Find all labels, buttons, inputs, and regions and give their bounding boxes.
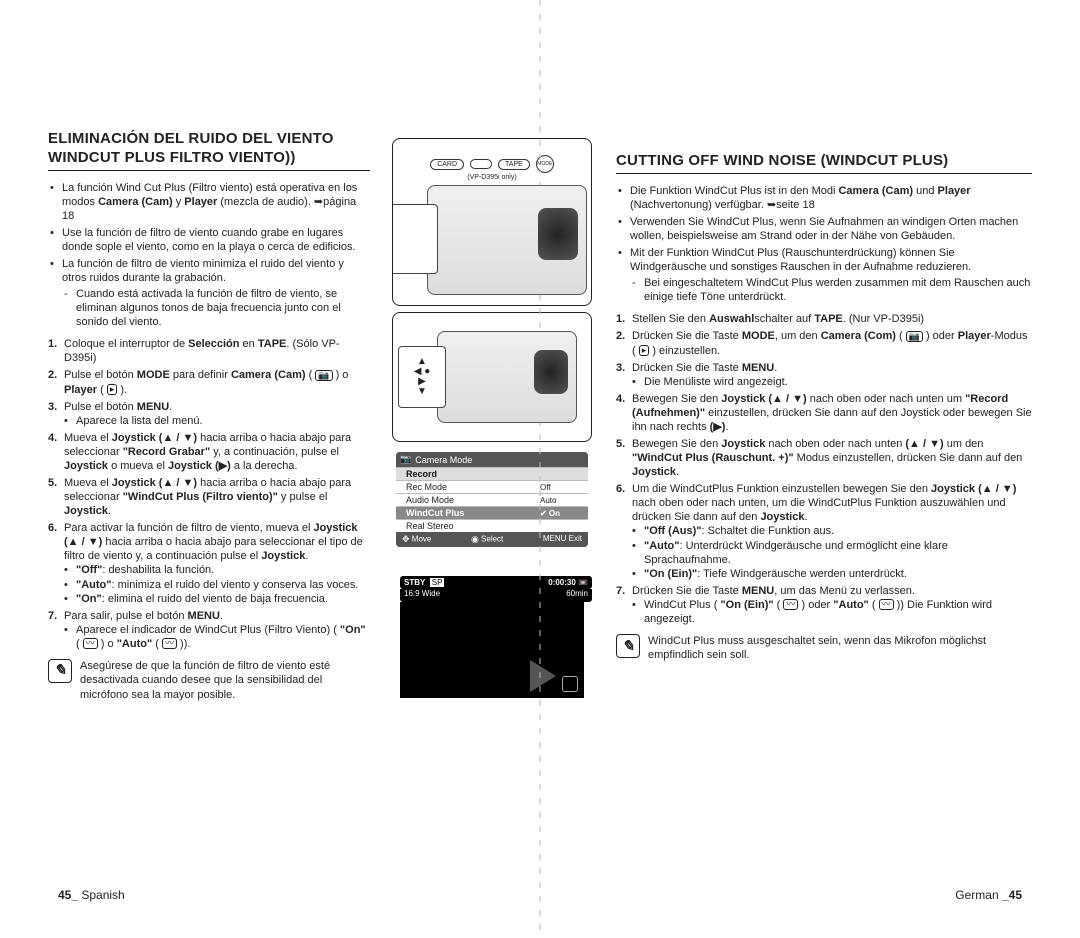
play-triangle-icon (530, 660, 556, 692)
step-sub-item: "Auto": minimiza el ruido del viento y c… (64, 578, 370, 592)
right-steps: 1.Stellen Sie den Auswahlschalter auf TA… (616, 312, 1032, 626)
step-sub-item: "On (Ein)": Tiefe Windgeräusche werden u… (632, 567, 1032, 581)
menu-item: Audio ModeAuto (396, 493, 588, 506)
right-note-text: WindCut Plus muss ausgeschaltet sein, we… (648, 634, 1032, 663)
left-heading: ELIMINACIÓN DEL RUIDO DEL VIENTO WINDCUT… (48, 130, 370, 171)
manual-page: ELIMINACIÓN DEL RUIDO DEL VIENTO WINDCUT… (0, 0, 1080, 938)
step-sub-item: Die Menüliste wird angezeigt. (632, 375, 1032, 389)
diagram-menu: 📷 Camera Mode RecordRec ModeOffAudio Mod… (392, 448, 592, 566)
tape-label: TAPE (498, 159, 530, 170)
left-note-text: Asegúrese de que la función de filtro de… (80, 659, 370, 702)
step-item: 3.Pulse el botón MENU.Aparece la lista d… (48, 400, 370, 428)
spanish-column: ELIMINACIÓN DEL RUIDO DEL VIENTO WINDCUT… (48, 130, 382, 908)
step-sub-item: "On": elimina el ruido del viento de baj… (64, 592, 370, 606)
diagram-column: CARD TAPE MODE (VP-D395i only) ▲◀ ● ▶▼ (382, 130, 602, 908)
card-label: CARD (430, 159, 464, 170)
menu-select: ◉ Select (471, 534, 503, 545)
german-column: CUTTING OFF WIND NOISE (WINDCUT PLUS) Di… (602, 130, 1032, 908)
step-item: 4.Bewegen Sie den Joystick (▲ / ▼) nach … (616, 392, 1032, 434)
left-title-1: ELIMINACIÓN DEL RUIDO DEL VIENTO (48, 130, 334, 147)
menu-footer: ✥ Move ◉ Select MENU Exit (396, 532, 588, 547)
status-batt: 60min (566, 589, 588, 598)
camera-lens-icon-2 (534, 350, 568, 394)
footer-right: German _45 (955, 888, 1022, 902)
step-sub-item: "Auto": Unterdrückt Windgeräusche und er… (632, 539, 1032, 567)
right-heading: CUTTING OFF WIND NOISE (WINDCUT PLUS) (616, 152, 1032, 174)
status-bar: STBY SP 0:00:30 📼 (400, 576, 592, 589)
right-bullet: Verwenden Sie WindCut Plus, wenn Sie Auf… (616, 215, 1032, 243)
status-wide: 16:9 Wide (404, 589, 440, 598)
menu-item: Real Stereo (396, 519, 588, 532)
step-item: 2.Pulse el botón MODE para definir Camer… (48, 368, 370, 396)
diagram-camera-top: CARD TAPE MODE (VP-D395i only) (392, 138, 592, 306)
step-item: 1.Coloque el interruptor de Selección en… (48, 337, 370, 365)
windcut-status-icon (562, 676, 578, 692)
step-item: 5.Bewegen Sie den Joystick nach oben ode… (616, 437, 1032, 479)
step-item: 2.Drücken Sie die Taste MODE, um den Cam… (616, 329, 1032, 357)
step-item: 6.Para activar la función de filtro de v… (48, 521, 370, 605)
step-item: 6.Um die WindCutPlus Funktion einzustell… (616, 482, 1032, 581)
right-note: ✎ WindCut Plus muss ausgeschaltet sein, … (616, 634, 1032, 663)
left-bullet-2: Use la función de filtro de viento cuand… (48, 226, 370, 254)
left-steps: 1.Coloque el interruptor de Selección en… (48, 337, 370, 651)
status-time: 0:00:30 📼 (548, 578, 588, 587)
camera-mode-icon: 📷 (400, 454, 411, 465)
menu-ui: 📷 Camera Mode RecordRec ModeOffAudio Mod… (396, 452, 588, 547)
camcorder-sketch-2: ▲◀ ● ▶▼ (437, 331, 577, 423)
menu-item: Rec ModeOff (396, 480, 588, 493)
joystick-arrows-icon: ▲◀ ● ▶▼ (411, 357, 434, 397)
status-stby: STBY SP (404, 578, 444, 587)
model-label: (VP-D395i only) (467, 174, 516, 181)
note-icon: ✎ (616, 634, 640, 658)
step-item: 7.Drücken Sie die Taste MENU, um das Men… (616, 584, 1032, 626)
right-intro-bullets: Die Funktion WindCut Plus ist in den Mod… (616, 184, 1032, 305)
diagram-status: STBY SP 0:00:30 📼 16:9 Wide 60min (392, 572, 592, 702)
step-sub-item: WindCut Plus ( "On (Ein)" ( 〰 ) oder "Au… (632, 598, 1032, 626)
camera-lens-icon (538, 208, 578, 260)
diagram-camera-joystick: ▲◀ ● ▶▼ (392, 312, 592, 442)
page-spine (539, 0, 541, 938)
status-sub: 16:9 Wide 60min (400, 589, 592, 602)
right-bullet: Mit der Funktion WindCut Plus (Rauschunt… (616, 246, 1032, 304)
menu-exit: MENU Exit (543, 534, 582, 545)
menu-item: Record (396, 467, 588, 480)
camcorder-sketch (427, 185, 587, 295)
note-icon: ✎ (48, 659, 72, 683)
step-sub-item: Aparece la lista del menú. (64, 414, 370, 428)
menu-header: 📷 Camera Mode (396, 452, 588, 467)
step-sub-item: Aparece el indicador de WindCut Plus (Fi… (64, 623, 370, 651)
left-title-2: WINDCUT PLUS FILTRO VIENTO)) (48, 149, 296, 166)
status-preview (400, 602, 584, 698)
step-item: 4.Mueva el Joystick (▲ / ▼) hacia arriba… (48, 431, 370, 473)
left-bullet-3-sub: Cuando está activada la función de filtr… (62, 287, 370, 329)
step-sub-item: "Off": deshabilita la función. (64, 563, 370, 577)
camera-screen-icon (392, 204, 438, 274)
footer-left: 45_ Spanish (58, 888, 125, 902)
switch-labels: CARD TAPE MODE (430, 155, 554, 173)
left-intro-bullets: La función Wind Cut Plus (Filtro viento)… (48, 181, 370, 330)
left-note: ✎ Asegúrese de que la función de filtro … (48, 659, 370, 702)
menu-title: Camera Mode (415, 455, 472, 465)
left-bullet-3: La función de filtro de viento minimiza … (48, 257, 370, 329)
menu-items: RecordRec ModeOffAudio ModeAutoWindCut P… (396, 467, 588, 532)
camera-screen-icon-2: ▲◀ ● ▶▼ (398, 346, 446, 408)
menu-item: WindCut Plus✔ On (396, 506, 588, 519)
menu-move: ✥ Move (402, 534, 431, 545)
left-bullet-1: La función Wind Cut Plus (Filtro viento)… (48, 181, 370, 223)
step-item: 7.Para salir, pulse el botón MENU.Aparec… (48, 609, 370, 651)
switch-icon (470, 159, 492, 169)
step-sub-item: "Off (Aus)": Schaltet die Funktion aus. (632, 524, 1032, 538)
step-item: 1.Stellen Sie den Auswahlschalter auf TA… (616, 312, 1032, 326)
step-item: 3.Drücken Sie die Taste MENU.Die Menülis… (616, 361, 1032, 389)
right-bullet: Die Funktion WindCut Plus ist in den Mod… (616, 184, 1032, 212)
step-item: 5.Mueva el Joystick (▲ / ▼) hacia arriba… (48, 476, 370, 518)
